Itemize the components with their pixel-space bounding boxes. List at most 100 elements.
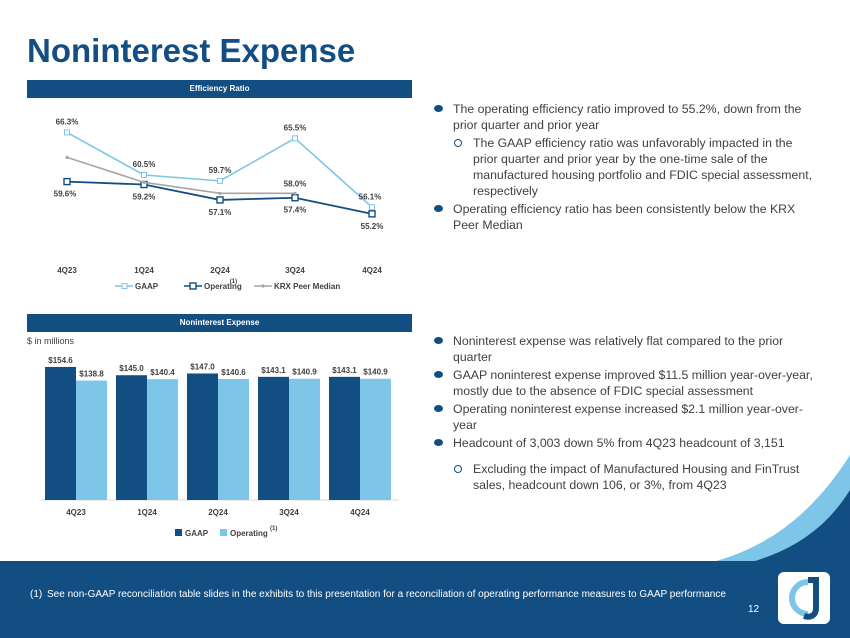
data-label-gaap: 56.1% bbox=[359, 192, 382, 201]
noninterest-expense-header: Noninterest Expense bbox=[27, 314, 412, 332]
legend-label: Operating bbox=[230, 529, 268, 538]
bullet-icon bbox=[434, 439, 443, 446]
bullet-item: Excluding the impact of Manufactured Hou… bbox=[453, 461, 813, 493]
bullet-item: The operating efficiency ratio improved … bbox=[433, 101, 813, 133]
bullet-text: Noninterest expense was relatively flat … bbox=[453, 334, 784, 364]
bullet-item: Operating efficiency ratio has been cons… bbox=[433, 201, 813, 233]
bar-gaap bbox=[258, 376, 289, 500]
bullet-text: The GAAP efficiency ratio was unfavorabl… bbox=[473, 136, 813, 198]
operating-point bbox=[368, 210, 376, 218]
bullet-text: GAAP noninterest expense improved $11.5 … bbox=[453, 368, 813, 398]
series-line-krx-peer-median bbox=[66, 156, 295, 195]
x-tick-label: 1Q24 bbox=[137, 508, 157, 517]
gaap-point bbox=[141, 172, 147, 178]
bullet-item: Noninterest expense was relatively flat … bbox=[433, 333, 813, 365]
legend-label: Operating bbox=[204, 282, 242, 291]
data-label-operating: 59.6% bbox=[54, 190, 77, 199]
x-tick-label: 4Q24 bbox=[350, 508, 370, 517]
bar-value-label: $143.1 bbox=[261, 366, 286, 375]
page-number: 12 bbox=[748, 604, 760, 615]
x-tick-label: 3Q24 bbox=[285, 266, 305, 275]
legend-marker bbox=[261, 284, 265, 288]
operating-point bbox=[63, 177, 71, 186]
legend-superscript: (1) bbox=[230, 279, 237, 285]
page-title: Noninterest Expense bbox=[27, 32, 356, 69]
legend-marker bbox=[121, 283, 128, 289]
bullet-icon bbox=[434, 205, 443, 212]
bar-operating bbox=[289, 378, 320, 500]
data-label-operating: 57.1% bbox=[209, 208, 232, 217]
peer-median-point bbox=[142, 180, 146, 184]
bullet-text: The operating efficiency ratio improved … bbox=[453, 102, 802, 132]
x-tick-label: 4Q23 bbox=[57, 266, 77, 275]
bar-value-label: $145.0 bbox=[119, 364, 144, 373]
data-label-operating: 55.2% bbox=[361, 222, 384, 231]
bar-value-label: $140.9 bbox=[363, 368, 388, 377]
corner-swoosh-dark bbox=[740, 490, 850, 565]
bar-gaap bbox=[187, 373, 218, 500]
footnote-marker: (1) bbox=[30, 589, 43, 600]
unit-note: $ in millions bbox=[27, 336, 75, 346]
bar-gaap bbox=[45, 366, 76, 500]
x-tick-label: 3Q24 bbox=[279, 508, 299, 517]
data-label-operating: 59.2% bbox=[133, 193, 156, 202]
legend-superscript: (1) bbox=[270, 526, 277, 532]
bar-value-label: $140.4 bbox=[150, 368, 175, 377]
data-label-krx-peer-median: 58.0% bbox=[284, 179, 307, 188]
footnote-text: See non-GAAP reconciliation table slides… bbox=[47, 589, 726, 600]
bullet-item: Headcount of 3,003 down 5% from 4Q23 hea… bbox=[433, 435, 813, 451]
legend-swatch bbox=[175, 529, 182, 536]
sub-bullet-icon bbox=[454, 139, 462, 147]
bar-value-label: $138.8 bbox=[79, 370, 104, 379]
data-label-gaap: 60.5% bbox=[133, 160, 156, 169]
operating-point bbox=[216, 196, 224, 204]
bar-operating bbox=[360, 378, 391, 500]
bullet-text: Operating noninterest expense increased … bbox=[453, 402, 803, 432]
bullet-item: The GAAP efficiency ratio was unfavorabl… bbox=[453, 135, 813, 199]
bullet-text: Operating efficiency ratio has been cons… bbox=[453, 202, 796, 232]
sub-bullet-icon bbox=[454, 465, 462, 473]
bullet-icon bbox=[434, 371, 443, 378]
legend-label: GAAP bbox=[185, 529, 209, 538]
efficiency-ratio-chart: 66.3% 60.5% 59.7% 65.5% 56.1% 59.6% 59.2% 57.1%… bbox=[54, 117, 384, 291]
bar-gaap bbox=[116, 375, 147, 500]
bullet-icon bbox=[434, 337, 443, 344]
footer-band bbox=[0, 561, 850, 638]
bar-value-label: $143.1 bbox=[332, 366, 357, 375]
bar-operating bbox=[76, 380, 107, 500]
peer-median-point bbox=[65, 155, 69, 159]
bullet-item: GAAP noninterest expense improved $11.5 … bbox=[433, 367, 813, 399]
x-tick-label: 2Q24 bbox=[208, 508, 228, 517]
legend-label: KRX Peer Median bbox=[274, 282, 340, 291]
x-tick-label: 2Q24 bbox=[210, 266, 230, 275]
x-tick-label: 4Q24 bbox=[362, 266, 382, 275]
noninterest-expense-chart: $ in millions $154.6 $138.8 4Q23 $145.0 $140.… bbox=[27, 336, 399, 538]
bullet-icon bbox=[434, 105, 443, 112]
peer-median-point bbox=[218, 191, 222, 195]
data-label-gaap: 59.7% bbox=[209, 166, 232, 175]
gaap-point bbox=[292, 135, 298, 142]
legend-swatch bbox=[220, 529, 227, 536]
data-label-gaap: 66.3% bbox=[56, 117, 79, 126]
efficiency-ratio-header: Efficiency Ratio bbox=[27, 80, 412, 98]
bar-value-label: $147.0 bbox=[190, 362, 215, 371]
bar-value-label: $140.6 bbox=[221, 368, 246, 377]
expense-bullets: Noninterest expense was relatively flat … bbox=[433, 333, 813, 495]
bar-operating bbox=[147, 379, 178, 500]
peer-median-point bbox=[293, 191, 297, 195]
bar-gaap bbox=[329, 376, 360, 500]
bullet-text: Excluding the impact of Manufactured Hou… bbox=[473, 462, 800, 492]
gaap-point bbox=[64, 129, 70, 136]
data-label-gaap: 65.5% bbox=[284, 123, 307, 132]
company-logo-icon bbox=[778, 572, 830, 624]
bullet-item: Operating noninterest expense increased … bbox=[433, 401, 813, 433]
gaap-point bbox=[369, 204, 375, 211]
bar-operating bbox=[218, 378, 249, 500]
legend-marker bbox=[189, 282, 197, 290]
data-label-operating: 57.4% bbox=[284, 206, 307, 215]
x-tick-label: 1Q24 bbox=[134, 266, 154, 275]
bullet-text: Headcount of 3,003 down 5% from 4Q23 hea… bbox=[453, 436, 785, 450]
footnote: (1) See non-GAAP reconciliation table sli… bbox=[30, 588, 730, 602]
x-tick-label: 4Q23 bbox=[66, 508, 86, 517]
bar-value-label: $154.6 bbox=[48, 356, 73, 365]
